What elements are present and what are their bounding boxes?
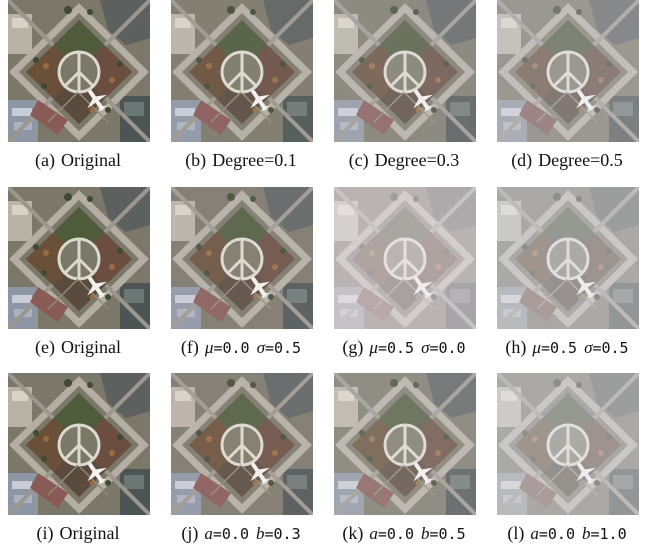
panel-label: Degree=0.3 bbox=[374, 150, 460, 170]
panel-caption: (d) Degree=0.5 bbox=[481, 150, 652, 171]
aerial-image bbox=[8, 187, 150, 329]
param-value: =1.0 bbox=[590, 525, 627, 543]
panel-caption: (h) μ=0.5 σ=0.5 bbox=[481, 337, 652, 358]
param-value: =0.3 bbox=[264, 525, 301, 543]
panel-caption: (i) Original bbox=[0, 523, 164, 544]
param-symbol: b bbox=[256, 524, 265, 543]
panel-caption: (c) Degree=0.3 bbox=[318, 150, 490, 171]
panel-tag: (i) bbox=[36, 523, 54, 543]
param-symbol: σ bbox=[421, 338, 430, 357]
panel-label: Original bbox=[59, 523, 120, 543]
panel-caption: (g) μ=0.5 σ=0.0 bbox=[318, 337, 490, 358]
panel-tag: (g) bbox=[342, 337, 364, 357]
panel-caption: (e) Original bbox=[0, 337, 164, 358]
aerial-image bbox=[171, 187, 313, 329]
panel-caption: (l) a=0.0 b=1.0 bbox=[481, 523, 652, 544]
panel-label: Original bbox=[60, 150, 121, 170]
panel-tag: (k) bbox=[342, 523, 364, 543]
aerial-image bbox=[497, 0, 639, 142]
aerial-image bbox=[497, 373, 639, 515]
param-value: =0.0 bbox=[538, 525, 575, 543]
panel-tag: (h) bbox=[505, 337, 527, 357]
aerial-image bbox=[171, 373, 313, 515]
panel-caption: (f) μ=0.0 σ=0.5 bbox=[155, 337, 327, 358]
panel-caption: (b) Degree=0.1 bbox=[155, 150, 327, 171]
param-symbol: μ bbox=[532, 338, 541, 357]
param-value: =0.5 bbox=[592, 339, 629, 357]
param-symbol: σ bbox=[584, 338, 593, 357]
panel-tag: (d) bbox=[511, 150, 533, 170]
param-symbol: μ bbox=[204, 338, 214, 357]
panel-label: Original bbox=[60, 337, 121, 357]
panel-tag: (b) bbox=[185, 150, 207, 170]
panel-tag: (a) bbox=[35, 150, 55, 170]
aerial-image bbox=[334, 187, 476, 329]
aerial-image bbox=[171, 0, 313, 142]
panel-tag: (l) bbox=[507, 523, 525, 543]
param-symbol: b bbox=[582, 524, 591, 543]
param-value: =0.0 bbox=[377, 525, 414, 543]
aerial-image bbox=[497, 187, 639, 329]
panel-caption: (j) a=0.0 b=0.3 bbox=[155, 523, 327, 544]
param-symbol: σ bbox=[256, 338, 265, 357]
param-symbol: μ bbox=[369, 338, 378, 357]
panel-tag: (j) bbox=[181, 523, 199, 543]
param-value: =0.5 bbox=[429, 525, 466, 543]
panel-tag: (c) bbox=[348, 150, 369, 170]
param-symbol: b bbox=[421, 524, 430, 543]
aerial-image bbox=[334, 373, 476, 515]
panel-tag: (f) bbox=[180, 337, 199, 357]
param-symbol: a bbox=[204, 524, 213, 543]
panel-caption: (k) a=0.0 b=0.5 bbox=[318, 523, 490, 544]
panel-label: Degree=0.1 bbox=[212, 150, 297, 170]
panel-label: Degree=0.5 bbox=[538, 150, 623, 170]
param-value: =0.0 bbox=[429, 339, 466, 357]
param-value: =0.5 bbox=[264, 339, 302, 357]
aerial-image bbox=[8, 0, 150, 142]
param-value: =0.5 bbox=[377, 339, 415, 357]
aerial-image bbox=[334, 0, 476, 142]
param-symbol: a bbox=[369, 524, 378, 543]
aerial-image bbox=[8, 373, 150, 515]
param-value: =0.0 bbox=[212, 525, 249, 543]
param-value: =0.5 bbox=[540, 339, 578, 357]
panel-caption: (a) Original bbox=[0, 150, 164, 171]
panel-tag: (e) bbox=[35, 337, 55, 357]
param-value: =0.0 bbox=[213, 339, 250, 357]
param-symbol: a bbox=[530, 524, 539, 543]
